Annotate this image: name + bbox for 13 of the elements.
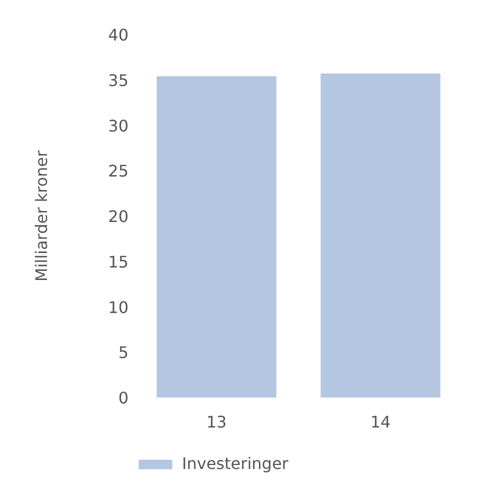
y-tick-label: 40 bbox=[108, 26, 128, 44]
x-tick-label: 13 bbox=[206, 412, 227, 432]
y-tick-label: 0 bbox=[118, 388, 129, 408]
y-tick-label: 35 bbox=[108, 70, 128, 90]
y-tick-label: 5 bbox=[118, 343, 129, 362]
x-tick-label: 14 bbox=[370, 412, 391, 432]
y-axis-title: Milliarder kroner bbox=[32, 150, 52, 282]
y-tick-label: 10 bbox=[108, 298, 128, 317]
y-tick-label: 25 bbox=[108, 162, 128, 181]
legend-label: Investeringer bbox=[182, 454, 288, 473]
y-tick-label: 20 bbox=[108, 207, 128, 226]
y-tick-label: 30 bbox=[108, 116, 128, 136]
y-tick-label: 15 bbox=[108, 252, 128, 272]
